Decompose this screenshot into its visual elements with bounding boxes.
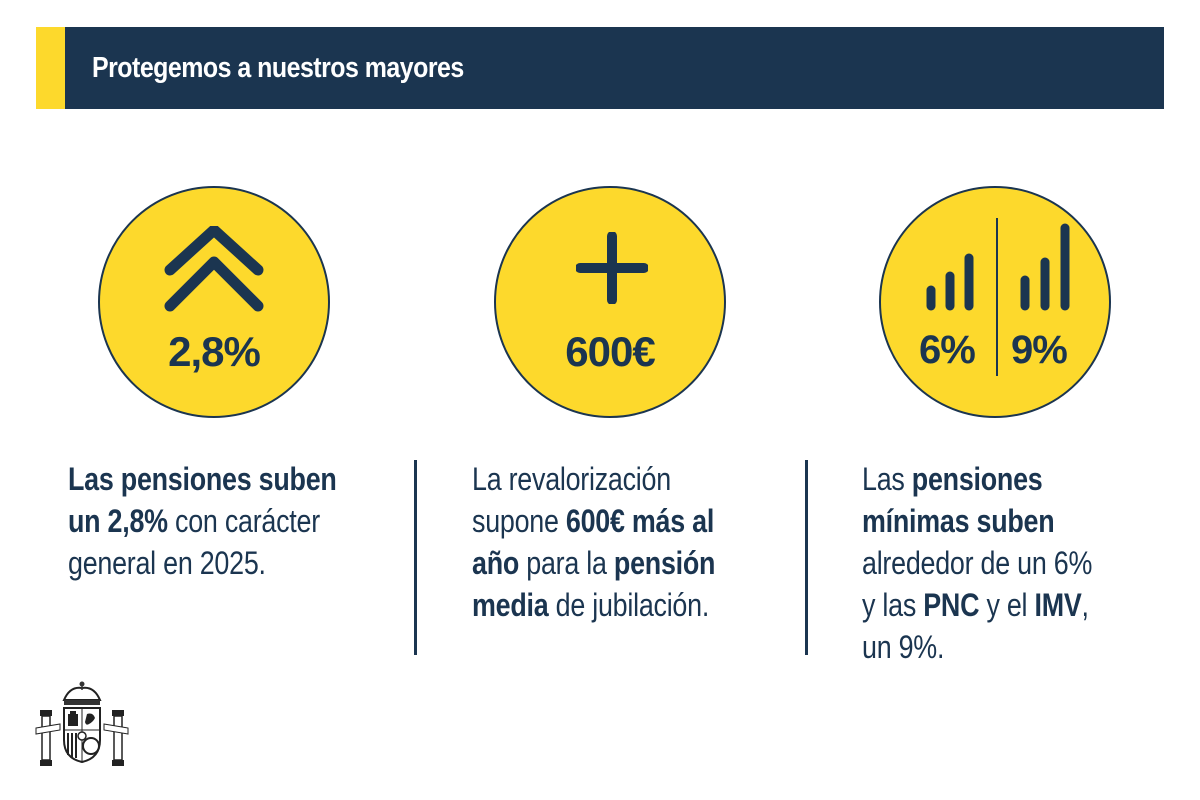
- description-line: supone 600€ más al: [472, 503, 715, 539]
- spain-coat-of-arms-icon: [35, 681, 129, 766]
- description-line: Las pensiones: [862, 461, 1043, 497]
- bar-chart-icon: [926, 253, 974, 311]
- pension-increase-description: Las pensiones suben un 2,8% con carácter…: [68, 458, 337, 584]
- column-divider: [414, 460, 417, 655]
- annual-gain-circle: 600€: [494, 186, 726, 418]
- double-chevron-up-icon: [164, 226, 264, 312]
- bar-chart-icon: [1020, 223, 1070, 311]
- minimum-pensions-description: Las pensiones mínimas suben alrededor de…: [862, 458, 1092, 668]
- minimum-pension-value: 6%: [919, 328, 976, 372]
- description-line: un 2,8% con carácter: [68, 503, 320, 539]
- description-line: año para la pensión: [472, 545, 716, 581]
- annual-gain-value: 600€: [565, 328, 655, 375]
- annual-gain-description: La revalorización supone 600€ más al año…: [472, 458, 715, 626]
- header-accent-bar: [36, 27, 65, 109]
- header-banner: Protegemos a nuestros mayores: [36, 27, 1164, 109]
- description-line: La revalorización: [472, 461, 671, 497]
- description-line: y las PNC y el IMV,: [862, 587, 1089, 623]
- pnc-imv-value: 9%: [1011, 328, 1068, 372]
- minimum-pensions-circle: 6% 9%: [879, 186, 1111, 418]
- description-line: alrededor de un 6%: [862, 545, 1093, 581]
- description-line: un 9%.: [862, 629, 945, 665]
- description-line: Las pensiones suben: [68, 461, 337, 497]
- pension-increase-circle: 2,8%: [98, 186, 330, 418]
- column-divider: [805, 460, 808, 655]
- pension-increase-value: 2,8%: [168, 328, 261, 375]
- circle-split-divider: [996, 218, 998, 376]
- description-line: media de jubilación.: [472, 587, 710, 623]
- description-line: mínimas suben: [862, 503, 1055, 539]
- plus-icon: [576, 232, 648, 304]
- description-line: general en 2025.: [68, 545, 266, 581]
- page-title: Protegemos a nuestros mayores: [92, 52, 464, 84]
